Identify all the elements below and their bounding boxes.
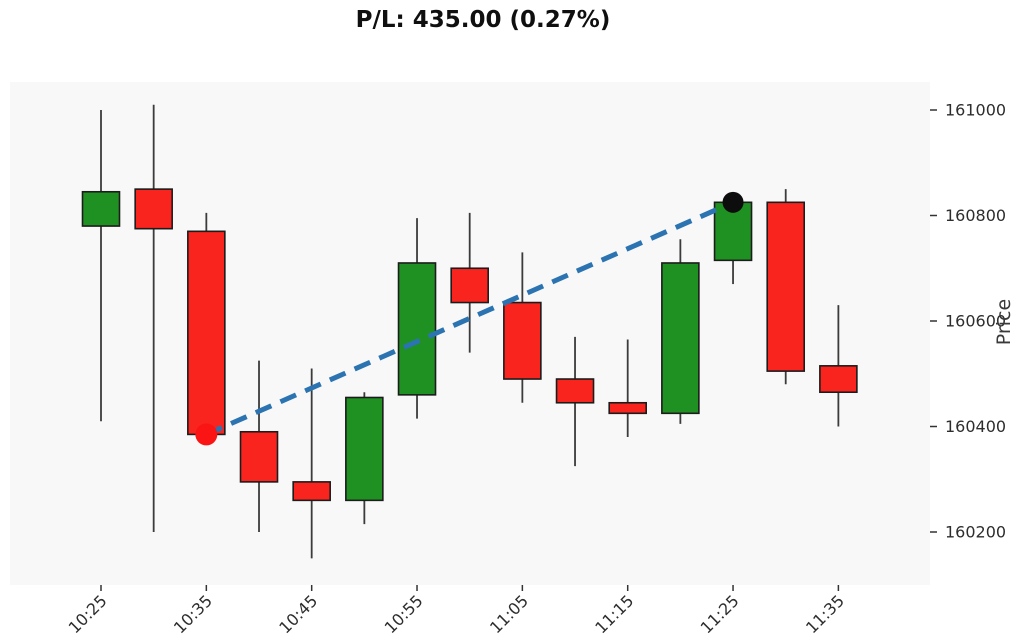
exit-dot	[722, 191, 744, 213]
candle-body	[661, 262, 700, 415]
candlestick-10:25	[81, 110, 121, 422]
candlestick-10:55	[397, 218, 437, 419]
y-tick-label: 160800	[945, 206, 1006, 225]
x-tick-label: 10:45	[275, 591, 321, 637]
x-axis: 10:25 10:35 10:45 10:55 11:05 11:15 11:25 11:35	[65, 585, 848, 637]
candlestick-11:05	[503, 252, 542, 403]
candles-layer	[81, 104, 858, 559]
chart-title: P/L: 435.00 (0.27%)	[355, 7, 611, 33]
x-tick-label: 11:15	[591, 591, 637, 637]
candlestick-11:35	[819, 305, 858, 427]
candle-body	[397, 262, 437, 396]
x-tick-label: 11:25	[697, 591, 743, 637]
candlestick-11:00	[450, 212, 489, 353]
candlestick-10:50	[345, 392, 384, 525]
candle-body	[134, 188, 173, 230]
candlestick-11:10	[555, 336, 595, 467]
y-tick-label: 161000	[945, 101, 1006, 120]
candlestick-11:20	[661, 239, 700, 424]
candle-body	[187, 230, 226, 436]
candle-body	[608, 401, 648, 415]
y-tick-label: 160200	[945, 523, 1006, 542]
candle-body	[345, 396, 384, 502]
candle-body	[819, 365, 858, 394]
y-tick-label: 160600	[945, 312, 1006, 331]
candle-body	[292, 481, 331, 502]
x-tick-label: 10:55	[381, 591, 427, 637]
candle-body	[766, 201, 806, 372]
trade-trend-line	[205, 200, 735, 437]
trade-line-layer	[195, 191, 744, 446]
candle-body	[81, 190, 121, 227]
x-tick-label: 10:35	[170, 591, 216, 637]
candlestick-10:40	[239, 360, 279, 532]
candlestick-11:15	[608, 339, 648, 438]
candlestick-10:45	[292, 368, 331, 559]
candle-body	[555, 378, 595, 404]
candle-body	[503, 301, 542, 380]
x-tick-label: 11:35	[802, 591, 848, 637]
y-axis-title: Price	[993, 299, 1015, 345]
candle-body	[239, 430, 279, 483]
entry-dot	[195, 423, 218, 446]
candlestick-10:30	[134, 104, 173, 532]
y-tick-label: 160400	[945, 417, 1006, 436]
candlestick-11:30	[766, 189, 806, 385]
candle-body	[450, 267, 489, 304]
x-tick-label: 11:05	[486, 591, 532, 637]
candlestick-10:35	[187, 212, 226, 443]
x-tick-label: 10:25	[65, 591, 111, 637]
y-axis: 161000 160800 160600 160400 160200	[930, 101, 1006, 542]
